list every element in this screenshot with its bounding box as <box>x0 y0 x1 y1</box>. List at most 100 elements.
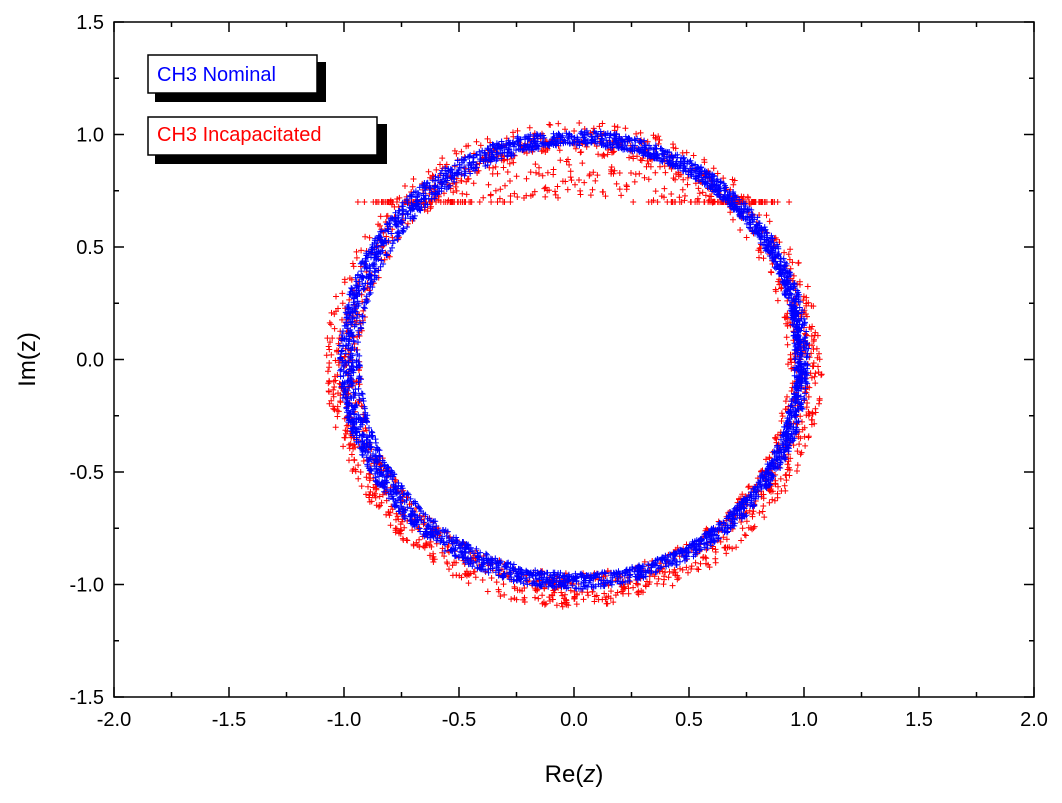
data-point-incapacitated <box>454 199 461 205</box>
data-point-incapacitated <box>325 343 332 350</box>
data-point-incapacitated <box>410 542 417 549</box>
data-point-incapacitated <box>592 177 599 184</box>
y-tick-label: 1.5 <box>76 12 104 34</box>
data-point-incapacitated <box>484 135 491 142</box>
data-points <box>323 120 825 610</box>
data-point-incapacitated <box>351 457 358 464</box>
data-point-incapacitated <box>416 536 423 543</box>
data-point-incapacitated <box>536 164 542 171</box>
data-point-incapacitated <box>809 323 816 330</box>
data-point-incapacitated <box>634 589 641 596</box>
data-point-incapacitated <box>497 186 504 193</box>
data-point-incapacitated <box>655 140 662 147</box>
data-point-incapacitated <box>803 389 810 396</box>
x-tick-label: -2.0 <box>97 709 131 731</box>
data-point-incapacitated <box>808 421 815 428</box>
data-point-incapacitated <box>375 503 382 510</box>
data-point-incapacitated <box>581 179 588 186</box>
data-point-incapacitated <box>531 188 538 195</box>
data-point-incapacitated <box>585 592 592 599</box>
legend-label-incapacitated: CH3 Incapacitated <box>157 124 322 146</box>
data-point-incapacitated <box>786 256 793 263</box>
data-point-incapacitated <box>353 248 360 255</box>
data-point-incapacitated <box>507 193 514 199</box>
data-point-incapacitated <box>652 188 659 195</box>
data-point-incapacitated <box>511 190 518 197</box>
data-point-incapacitated <box>763 212 770 219</box>
data-point-incapacitated <box>330 393 337 400</box>
data-point-incapacitated <box>333 293 339 300</box>
data-point-incapacitated <box>641 558 648 565</box>
data-point-incapacitated <box>444 560 451 567</box>
data-point-incapacitated <box>562 599 569 606</box>
data-point-incapacitated <box>695 185 702 192</box>
data-point-incapacitated <box>358 403 365 409</box>
data-point-incapacitated <box>671 566 678 573</box>
data-point-nominal <box>662 560 669 567</box>
data-point-incapacitated <box>741 531 748 538</box>
data-point-incapacitated <box>449 562 456 569</box>
data-point-incapacitated <box>625 585 632 592</box>
data-point-incapacitated <box>521 585 528 591</box>
data-point-incapacitated <box>540 599 547 606</box>
data-point-incapacitated <box>567 174 574 181</box>
data-point-incapacitated <box>341 276 348 283</box>
data-point-incapacitated <box>572 181 578 188</box>
data-point-incapacitated <box>756 254 762 261</box>
data-point-incapacitated <box>746 483 752 490</box>
data-point-incapacitated <box>812 380 819 387</box>
data-point-incapacitated <box>334 413 341 420</box>
data-point-incapacitated <box>332 357 339 364</box>
data-point-incapacitated <box>571 588 578 595</box>
data-point-incapacitated <box>806 410 813 417</box>
data-point-incapacitated <box>409 183 416 190</box>
data-point-incapacitated <box>552 191 559 198</box>
data-point-incapacitated <box>459 190 466 197</box>
x-tick-label: 1.5 <box>905 709 933 731</box>
data-point-incapacitated <box>668 191 675 197</box>
data-point-incapacitated <box>453 559 460 566</box>
data-point-incapacitated <box>352 444 358 451</box>
data-point-incapacitated <box>801 424 808 431</box>
data-point-incapacitated <box>330 378 337 385</box>
x-tick-label: -1.0 <box>327 709 361 731</box>
data-point-nominal <box>469 563 476 570</box>
data-point-incapacitated <box>409 527 416 534</box>
data-point-incapacitated <box>533 169 539 176</box>
data-point-incapacitated <box>401 524 408 531</box>
data-point-incapacitated <box>490 164 496 171</box>
data-point-incapacitated <box>375 221 382 228</box>
data-point-incapacitated <box>410 176 417 182</box>
data-point-incapacitated <box>556 147 563 154</box>
data-point-incapacitated <box>559 603 566 610</box>
x-tick-label: 2.0 <box>1020 709 1048 731</box>
data-point-incapacitated <box>694 199 701 205</box>
data-point-nominal <box>358 268 365 275</box>
data-point-incapacitated <box>771 497 778 504</box>
data-point-incapacitated <box>339 300 346 307</box>
data-point-incapacitated <box>547 122 554 128</box>
data-point-incapacitated <box>500 581 507 588</box>
data-point-incapacitated <box>550 166 557 173</box>
data-point-incapacitated <box>323 352 330 359</box>
data-point-incapacitated <box>558 589 565 596</box>
data-point-incapacitated <box>453 572 460 579</box>
data-point-incapacitated <box>326 364 333 371</box>
data-point-incapacitated <box>803 300 810 307</box>
data-point-incapacitated <box>331 311 338 318</box>
data-point-incapacitated <box>453 187 460 194</box>
data-point-incapacitated <box>654 199 661 205</box>
data-point-incapacitated <box>393 516 399 523</box>
data-point-incapacitated <box>354 199 361 205</box>
data-point-incapacitated <box>329 335 336 342</box>
x-tick-label: -1.5 <box>212 709 246 731</box>
data-point-incapacitated <box>618 588 625 595</box>
data-point-incapacitated <box>426 552 433 559</box>
data-point-incapacitated <box>739 491 746 498</box>
data-point-incapacitated <box>678 199 685 205</box>
data-point-incapacitated <box>679 566 686 573</box>
data-point-incapacitated <box>488 199 495 205</box>
data-point-incapacitated <box>631 178 638 185</box>
data-point-incapacitated <box>614 124 621 131</box>
data-point-incapacitated <box>468 199 475 205</box>
